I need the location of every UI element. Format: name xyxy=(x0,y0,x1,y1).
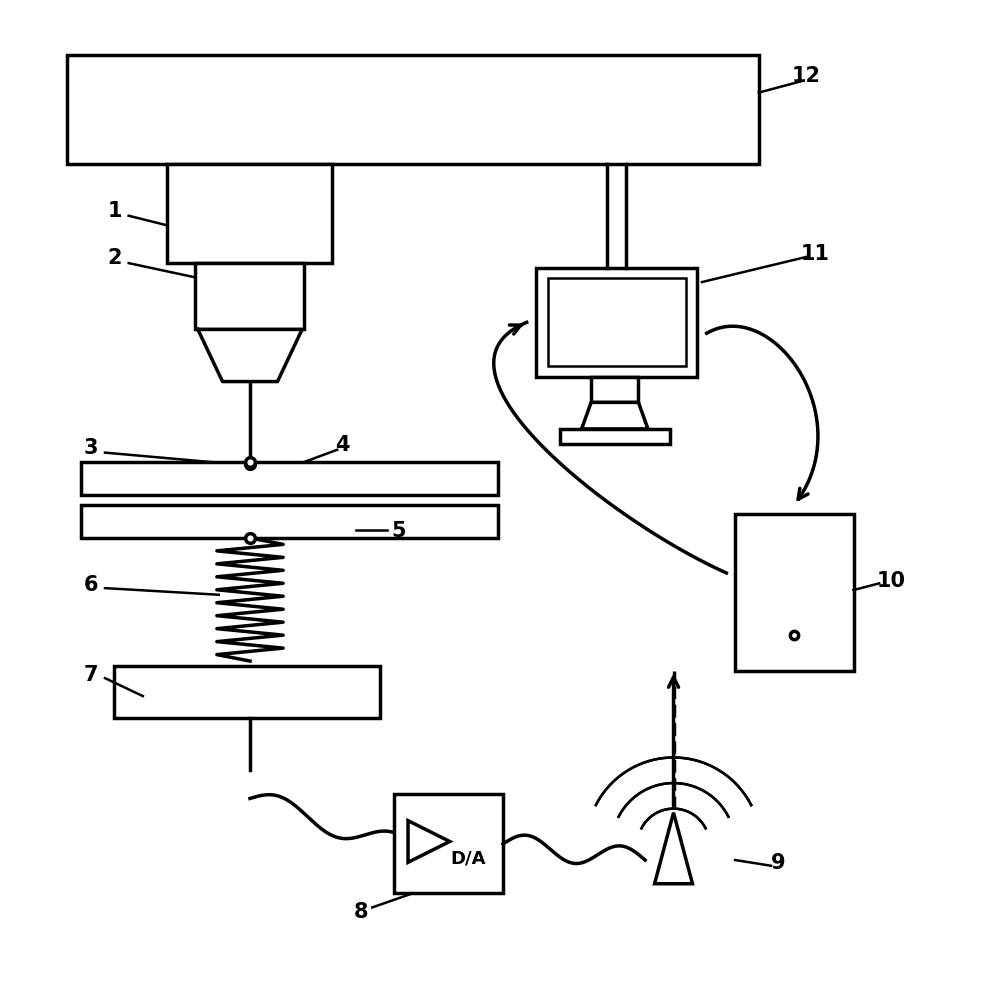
Text: 7: 7 xyxy=(84,665,98,685)
Text: D/A: D/A xyxy=(450,849,485,867)
Text: 1: 1 xyxy=(107,201,121,221)
Text: 12: 12 xyxy=(791,66,819,86)
Bar xyxy=(81,505,498,538)
Bar xyxy=(547,278,685,366)
Polygon shape xyxy=(581,402,647,429)
Text: 10: 10 xyxy=(877,571,905,591)
Text: 9: 9 xyxy=(770,853,784,873)
Text: 8: 8 xyxy=(353,902,368,922)
Bar xyxy=(535,268,696,377)
Text: 5: 5 xyxy=(391,521,405,541)
Bar xyxy=(81,462,498,495)
Polygon shape xyxy=(197,329,302,382)
Text: 4: 4 xyxy=(334,435,349,455)
Bar xyxy=(195,263,304,329)
Bar xyxy=(735,514,853,671)
Text: 2: 2 xyxy=(107,248,121,268)
Bar xyxy=(591,377,638,402)
Bar xyxy=(114,666,380,718)
Text: 3: 3 xyxy=(84,438,98,458)
Bar xyxy=(393,794,503,893)
Bar xyxy=(167,164,332,263)
Bar xyxy=(67,55,758,164)
Polygon shape xyxy=(654,813,692,884)
Text: 11: 11 xyxy=(801,244,829,264)
Text: 6: 6 xyxy=(84,575,98,595)
Bar xyxy=(559,429,669,444)
